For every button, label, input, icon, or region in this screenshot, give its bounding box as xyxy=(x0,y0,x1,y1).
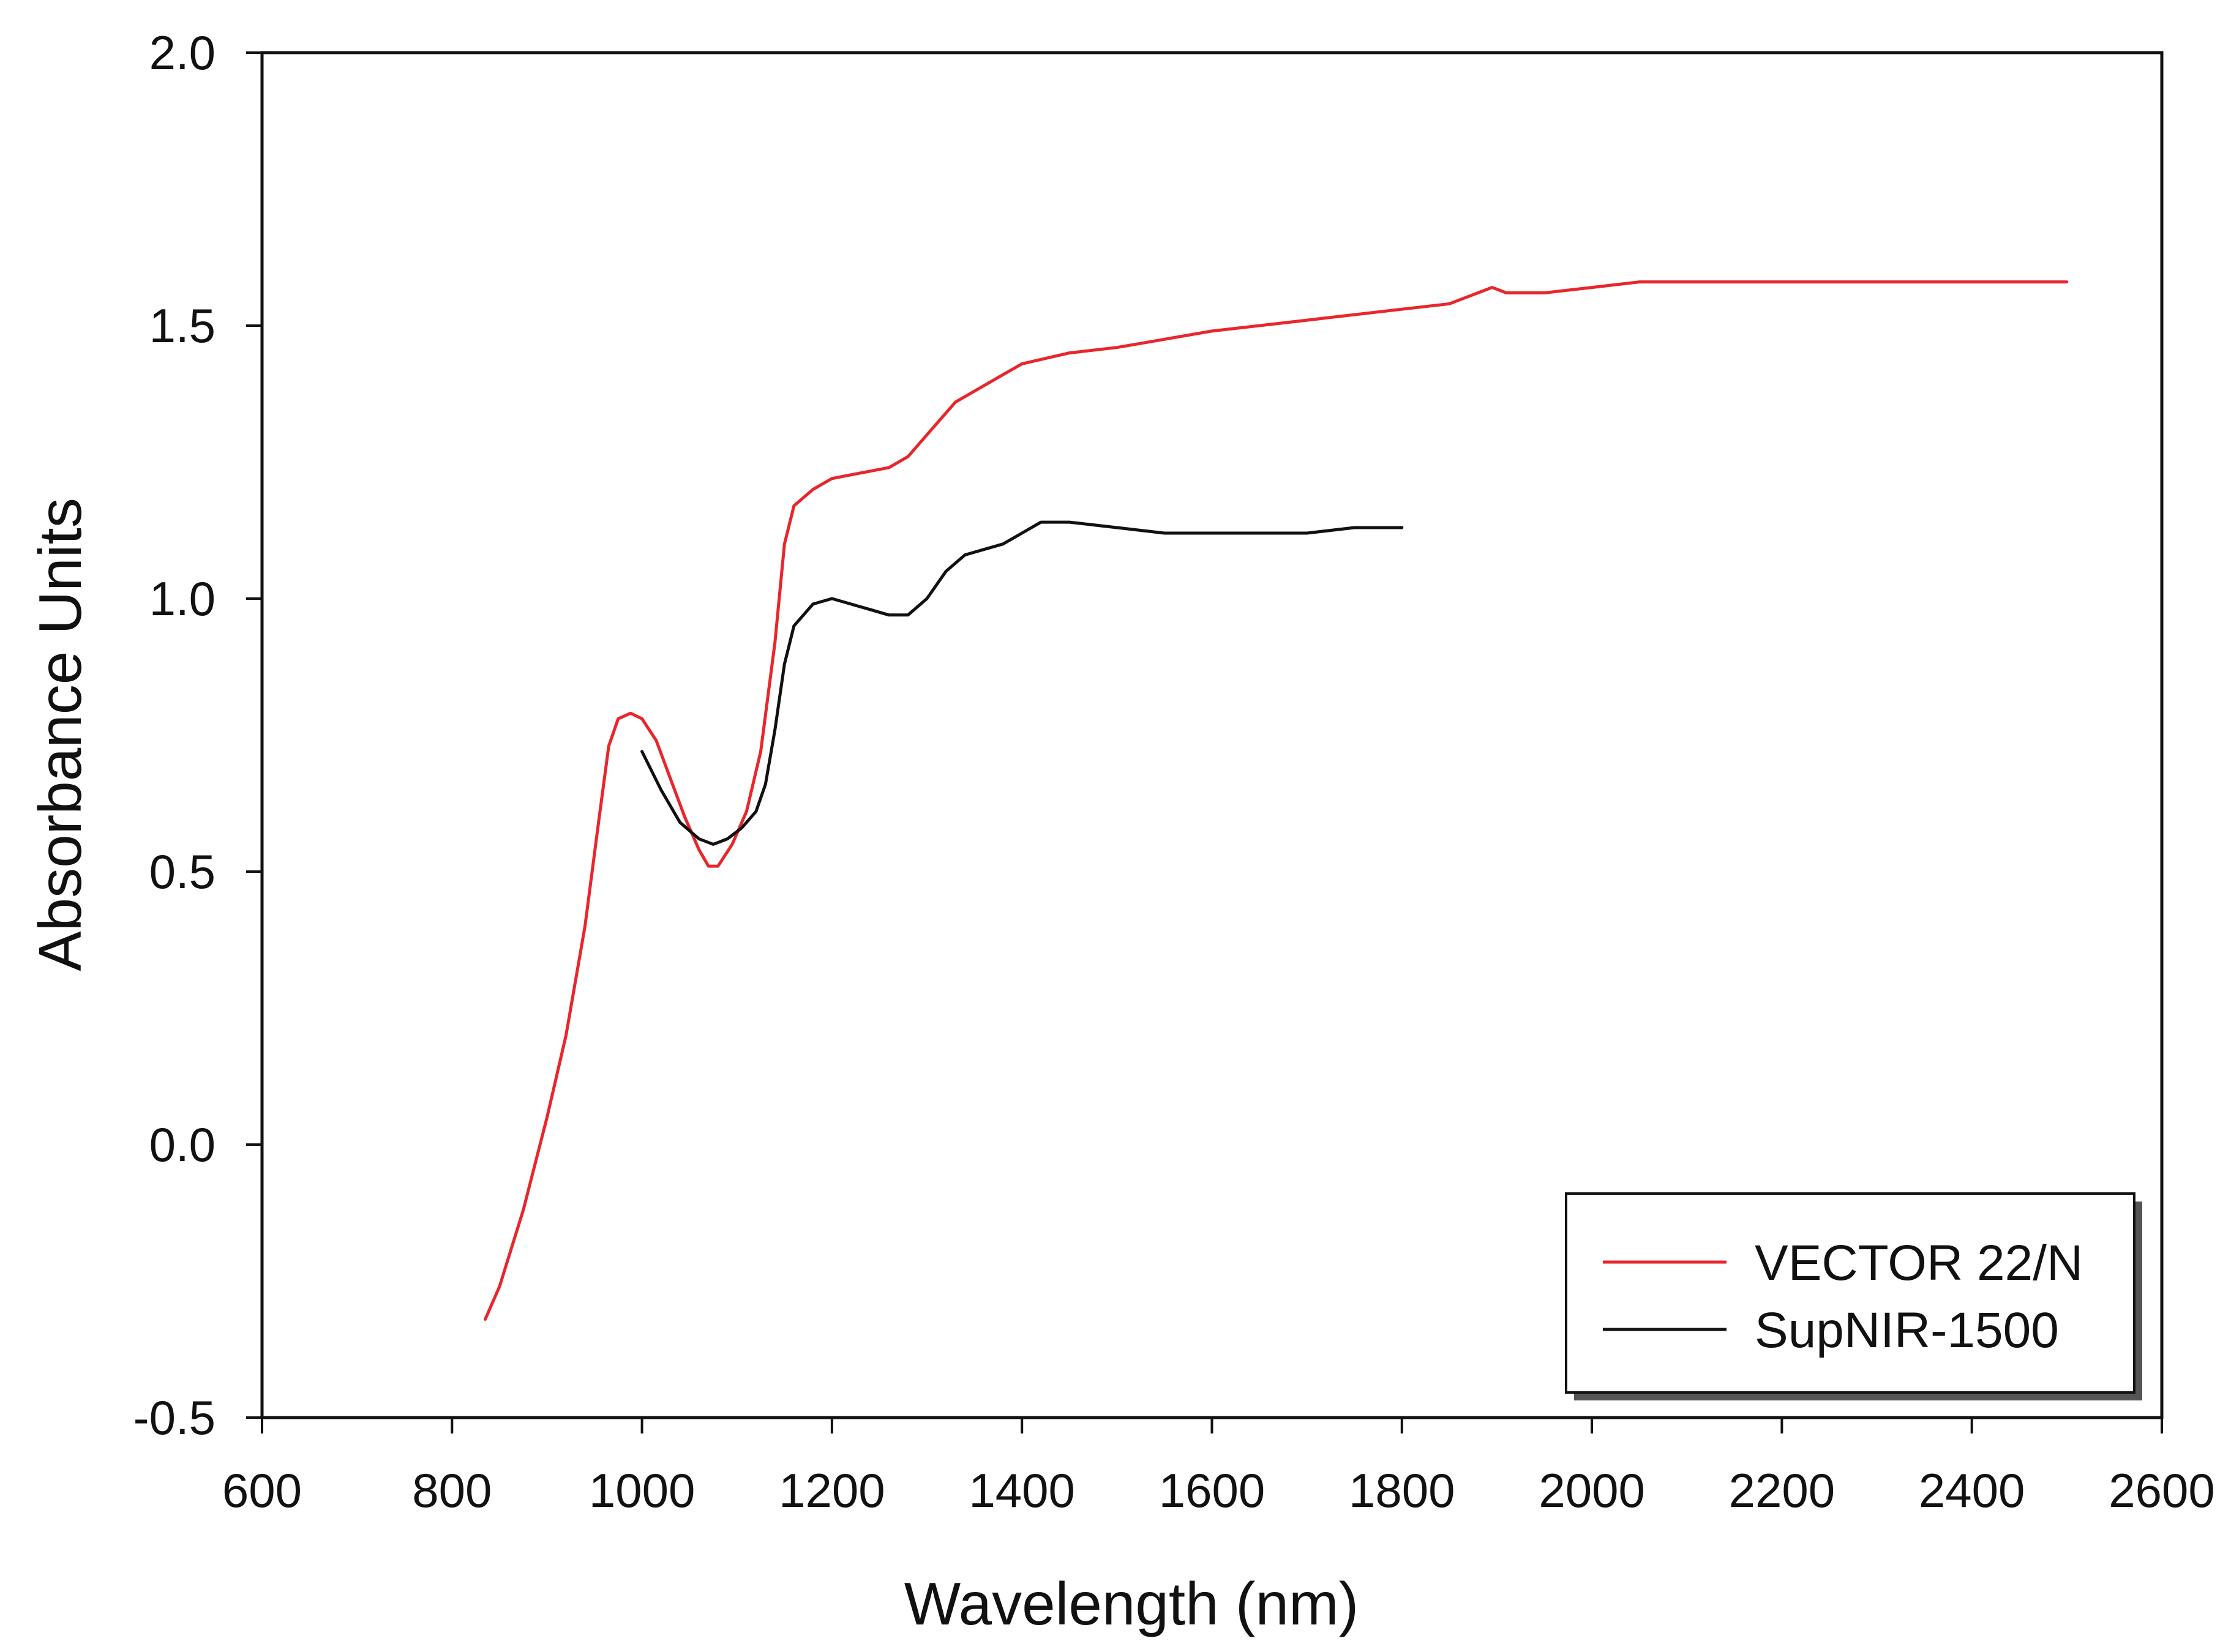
x-tick-label: 2400 xyxy=(1919,1463,2025,1517)
legend-label-supnir-1500: SupNIR-1500 xyxy=(1755,1303,2059,1358)
y-tick-label: 2.0 xyxy=(149,26,216,80)
x-axis-title: Wavelength (nm) xyxy=(904,1570,1359,1637)
x-tick-label: 2000 xyxy=(1539,1463,1645,1517)
x-tick-label: 2200 xyxy=(1729,1463,1835,1517)
x-tick-label: 1200 xyxy=(779,1463,885,1517)
x-axis: 600 800 1000 1200 1400 1600 1800 2000 2200 2400 26… xyxy=(222,1418,2215,1517)
legend: VECTOR 22/N SupNIR-1500 xyxy=(1565,1192,2142,1400)
x-tick-label: 1800 xyxy=(1349,1463,1455,1517)
series-line-vector-22-n xyxy=(484,280,2069,1321)
x-tick-label: 1600 xyxy=(1159,1463,1265,1517)
series-layer xyxy=(484,280,2069,1321)
x-tick-label: 800 xyxy=(412,1463,492,1517)
x-tick-label: 2600 xyxy=(2109,1463,2215,1517)
y-axis: -0.5 0.0 0.5 1.0 1.5 2.0 xyxy=(133,26,262,1445)
y-tick-label: 0.5 xyxy=(149,845,216,899)
y-tick-label: 1.5 xyxy=(149,299,216,353)
x-tick-label: 1000 xyxy=(589,1463,696,1517)
x-tick-label: 1400 xyxy=(969,1463,1075,1517)
legend-box xyxy=(1565,1192,2135,1394)
series-line-supnir-1500 xyxy=(640,520,1404,846)
x-tick-label: 600 xyxy=(222,1463,302,1517)
legend-label-vector-22n: VECTOR 22/N xyxy=(1755,1235,2083,1291)
y-axis-title: Absorbance Units xyxy=(26,498,94,971)
y-tick-label: -0.5 xyxy=(133,1391,216,1445)
y-tick-label: 0.0 xyxy=(149,1118,216,1172)
y-tick-label: 1.0 xyxy=(149,572,216,626)
